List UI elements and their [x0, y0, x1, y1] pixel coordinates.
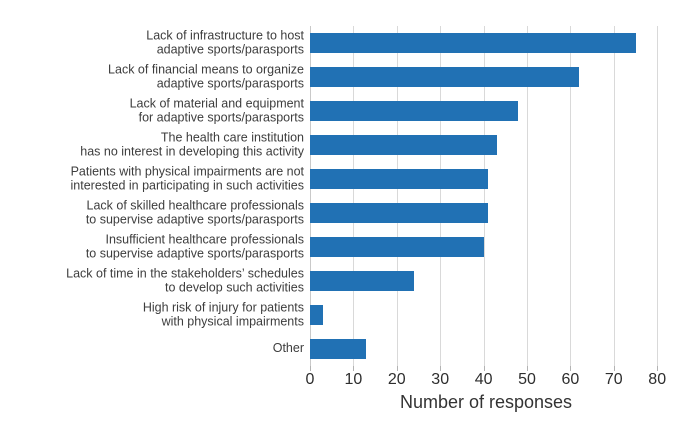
gridline-x-10 — [353, 26, 355, 366]
bar-6 — [310, 237, 484, 257]
gridline-x-60 — [570, 26, 572, 366]
category-label-8: High risk of injury for patients with ph… — [142, 300, 304, 328]
bar-1 — [310, 67, 580, 87]
x-tick-label-40: 40 — [474, 371, 493, 388]
category-label-0: Lack of infrastructure to host adaptive … — [146, 28, 304, 56]
x-axis-label: Number of responses — [399, 392, 573, 412]
bar-9 — [310, 339, 367, 359]
category-label-9: Other — [272, 341, 304, 356]
x-tick-label-50: 50 — [518, 371, 536, 388]
gridline-x-20 — [396, 26, 398, 366]
gridline-x-30 — [440, 26, 442, 366]
x-tick-mark — [613, 366, 615, 371]
category-label-3: The health care institution has no inter… — [80, 130, 304, 158]
x-tick-mark — [527, 366, 528, 371]
x-tick-label-10: 10 — [344, 371, 363, 388]
x-tick-mark — [310, 366, 311, 371]
x-tick-label-30: 30 — [431, 371, 450, 388]
bar-4 — [310, 169, 488, 189]
x-tick-label-0: 0 — [305, 371, 315, 388]
bar-2 — [310, 101, 519, 121]
category-label-5: Lack of skilled healthcare professionals… — [85, 198, 304, 226]
bar-0 — [310, 33, 636, 53]
gridline-x-0 — [310, 26, 311, 366]
x-tick-mark — [570, 366, 572, 371]
bar-7 — [310, 271, 415, 291]
bar-5 — [310, 203, 488, 223]
x-tick-mark — [440, 366, 442, 371]
x-tick-mark — [657, 366, 659, 371]
gridline-x-70 — [613, 26, 615, 366]
x-tick-mark — [483, 366, 485, 371]
category-label-1: Lack of financial means to organize adap… — [108, 62, 304, 90]
gridline-x-50 — [527, 26, 528, 366]
x-tick-label-80: 80 — [648, 371, 667, 388]
bar-8 — [310, 305, 324, 325]
x-tick-label-20: 20 — [387, 371, 406, 388]
category-label-6: Insufficient healthcare professionals to… — [85, 232, 304, 260]
bar-3 — [310, 135, 497, 155]
x-tick-label-70: 70 — [604, 371, 623, 388]
x-tick-mark — [353, 366, 355, 371]
category-label-4: Patients with physical impairments are n… — [70, 164, 304, 192]
category-label-7: Lack of time in the stakeholders’ schedu… — [66, 266, 304, 294]
x-tick-mark — [396, 366, 398, 371]
category-label-2: Lack of material and equipment for adapt… — [129, 96, 304, 124]
gridline-x-40 — [483, 26, 485, 366]
x-tick-label-60: 60 — [561, 371, 580, 388]
gridline-x-80 — [657, 26, 659, 366]
